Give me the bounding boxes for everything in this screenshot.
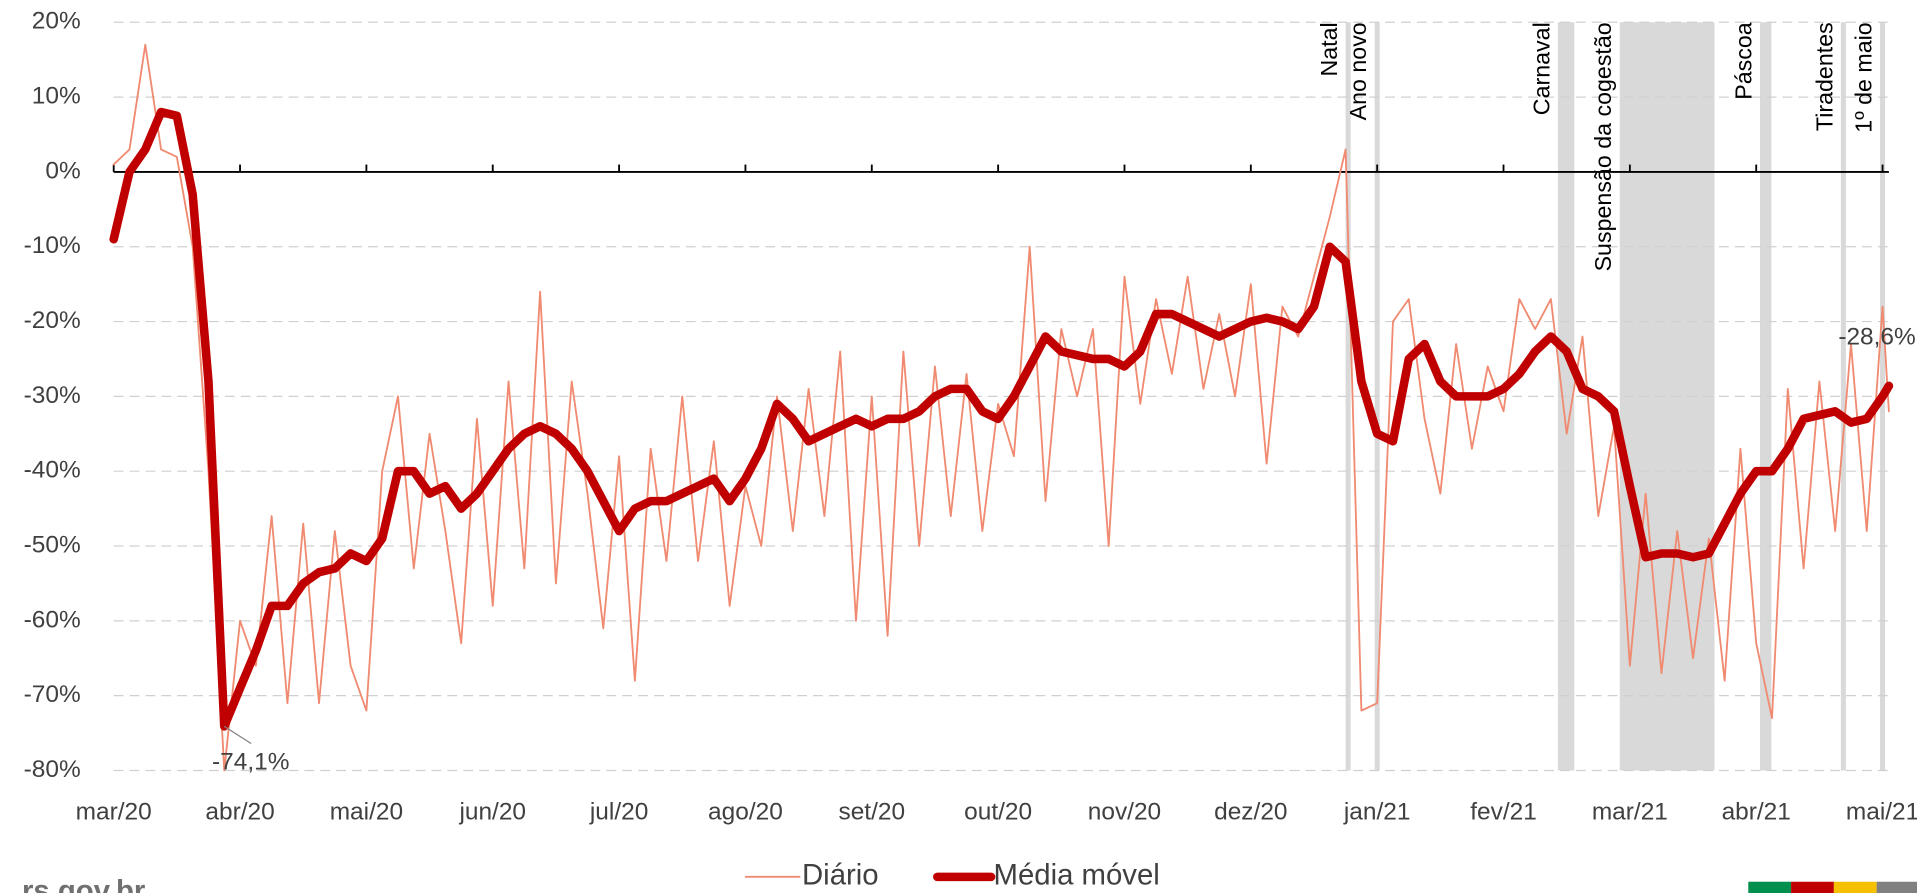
event-label: 1º de maio (1851, 22, 1877, 132)
event-band (1760, 22, 1772, 771)
x-tick-label: mai/21 (1846, 799, 1917, 826)
x-tick-label: abr/21 (1722, 799, 1791, 826)
y-tick-label: -40% (24, 457, 81, 484)
x-tick-label: abr/20 (205, 799, 274, 826)
x-tick-label: jan/21 (1343, 799, 1411, 826)
brand-block (1876, 881, 1917, 893)
y-tick-label: -20% (24, 307, 81, 334)
event-band (1345, 22, 1351, 771)
source: rs.gov.br (22, 874, 145, 893)
y-tick-label: -30% (24, 382, 81, 409)
x-tick-label: jun/20 (458, 799, 526, 826)
y-tick-label: 0% (45, 157, 80, 184)
plot-lines (109, 43, 1894, 772)
brand-block (1748, 881, 1792, 893)
legend-label: Média móvel (994, 859, 1160, 892)
x-tick-label: out/20 (964, 799, 1032, 826)
event-label: Ano novo (1345, 22, 1371, 120)
x-tick-label: set/20 (838, 799, 905, 826)
event-label: Carnaval (1528, 22, 1554, 115)
annotation: -74,1% (212, 748, 289, 775)
event-label: Páscoa (1730, 22, 1756, 100)
brand-block (1833, 881, 1877, 893)
event-label: Natal (1316, 22, 1342, 76)
x-tick-label: mar/20 (76, 799, 152, 826)
event-band (1619, 22, 1715, 771)
x-tick-label: ago/20 (708, 799, 783, 826)
x-tick-label: mai/20 (330, 799, 403, 826)
event-band (1840, 22, 1846, 771)
annotation-leader (223, 725, 252, 744)
x-tick-label: dez/20 (1214, 799, 1287, 826)
y-tick-label: -50% (24, 531, 81, 558)
event-label: Tiradentes (1811, 22, 1837, 131)
y-tick-label: -80% (24, 756, 81, 783)
y-tick-label: -10% (24, 232, 81, 259)
brand-block (1791, 881, 1834, 893)
y-tick-label: 10% (32, 83, 81, 110)
legend-label: Diário (802, 859, 879, 892)
y-tick-label: 20% (32, 8, 81, 35)
series-line (109, 107, 1894, 731)
annotation: -28,6% (1838, 324, 1915, 351)
x-tick-label: mar/21 (1592, 799, 1668, 826)
x-tick-label: jul/20 (589, 799, 648, 826)
y-tick-label: -60% (24, 606, 81, 633)
labels: Natal Ano novo Carnaval Suspensão da cogest… (24, 8, 1917, 892)
brand-bar (1748, 881, 1917, 893)
event-label: Suspensão da cogestão (1590, 22, 1616, 271)
x-tick-label: nov/20 (1088, 799, 1161, 826)
y-tick-label: -70% (24, 681, 81, 708)
x-tick-label: fev/21 (1470, 799, 1537, 826)
series-line (112, 43, 1890, 772)
